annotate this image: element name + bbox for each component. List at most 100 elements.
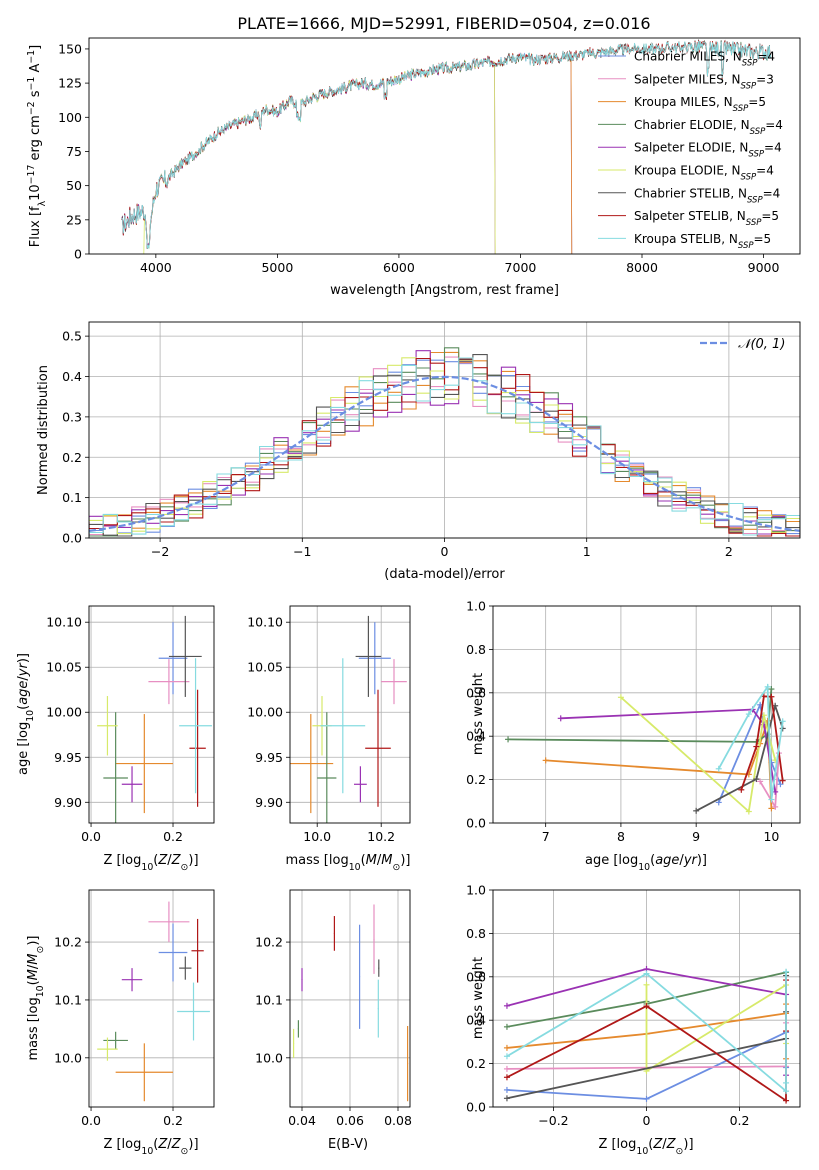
legend-tail: =5 [761,209,779,223]
label-part: ( [16,705,31,710]
label-part: yr [683,853,699,868]
plot-area-residuals [89,347,800,537]
label-part: wavelength [Angstrom, rest frame] [330,283,559,298]
legend-label: Kroupa STELIB, NSSP=5 [634,232,771,251]
x-axis-label: Z [log10(Z/Z⊙)] [598,1137,693,1157]
label-part: ( [361,853,366,868]
data-point [342,725,344,727]
data-point [131,979,133,981]
legend-tail: =5 [754,232,772,246]
data-point [326,777,328,779]
data-point [106,1048,109,1050]
label-part: Z [log [103,1137,141,1152]
legend-label: Chabrier STELIB, NSSP=4 [634,186,780,205]
tick-label-x: 0.0 [81,1113,101,1128]
weight-line [645,983,787,1073]
label-part: Z [log [103,853,141,868]
tick-label-x: 8 [617,829,625,844]
label-part: 10 [349,862,361,873]
tick-label-x: 4000 [140,260,172,275]
tick-label-y: 0.4 [62,369,82,384]
label-part: )] [188,853,198,868]
data-point [197,950,199,952]
plot-area-mass_vs_EBV [293,904,409,1102]
tick-label-y: 9.90 [255,795,283,810]
label-part: A [28,64,43,77]
tick-label-y: 0.2 [466,1056,486,1071]
label-part: ( [153,1137,158,1152]
label-part: age [655,853,679,868]
legend-tail: =5 [748,95,766,109]
data-point [373,938,375,940]
x-axis-label: mass [log10(M/M⊙)] [286,853,411,873]
axes-frame [289,889,411,1108]
axes-frame [88,889,215,1108]
label-part: yr [16,661,31,677]
label-part: E(B-V) [328,1137,368,1152]
label-part: 10 [25,710,36,722]
plot-area-weight_vs_Z [503,965,790,1104]
label-part: Flux [f [28,206,43,247]
tick-label-x: 0.04 [288,1113,316,1128]
axes-age_vs_mass: 10.0 10.2 9.90 9.95 10.00 10.05 10.10 mass [log… [247,605,411,873]
tick-label-y: 0.8 [466,926,486,941]
tick-label-y: 10.0 [255,1050,283,1065]
legend-label: 𝒩(0, 1) [738,337,785,352]
label-part: ⊙ [676,1146,684,1157]
tick-label-x: 10.0 [303,829,331,844]
data-point [377,1008,379,1010]
legend-sub: SSP [750,127,766,137]
tick-label-x: 0.2 [730,1113,750,1128]
label-part: −1 [26,50,37,64]
tick-label-y: 0 [74,247,82,262]
data-point [374,657,376,659]
y-axis-label: mass weight [471,957,486,1039]
tick-label-y: 0.0 [466,1100,486,1115]
weight-line [695,702,784,812]
label-part: mass weight [471,957,486,1039]
data-point [197,747,199,749]
label-part: ( [648,1137,653,1152]
legend-label: Kroupa MILES, NSSP=5 [634,95,766,114]
label-part: ⊙ [181,1146,189,1157]
label-part: ⊙ [393,862,401,873]
data-point [184,655,186,658]
data-point [192,1010,195,1013]
label-part: log [618,853,638,868]
label-part: / [16,676,31,681]
legend-text: Chabrier MILES, N [634,50,742,64]
x-axis-label: Z [log10(Z/Z⊙)] [103,853,198,873]
legend-label: Kroupa ELODIE, NSSP=4 [634,164,774,183]
label-part: age [ [585,853,618,868]
tick-label-y: 0.2 [466,772,486,787]
tick-label-x: 0.0 [81,829,101,844]
legend-label: Salpeter MILES, NSSP=3 [634,72,774,91]
legend-label: Chabrier ELODIE, NSSP=4 [634,118,783,137]
tick-label-y: 10.10 [247,615,283,630]
tick-label-x: 10 [763,829,779,844]
label-part: mass [log [286,853,349,868]
label-part: M [26,954,41,965]
data-point [172,951,174,954]
tick-label-y: 0.2 [62,450,82,465]
tick-label-y: 0.4 [466,729,486,744]
x-axis-label: (data-model)/error [384,567,505,582]
legend-text: Salpeter ELODIE, N [634,141,748,155]
legend-label: Salpeter STELIB, NSSP=5 [634,209,779,228]
axes-mass_vs_Z: 0.0 0.210.010.110.2Z [log10(Z/Z⊙)]mass [l… [26,889,215,1157]
data-point [143,762,145,765]
data-point [359,783,361,785]
legend-sub: SSP [746,218,762,228]
data-point [333,932,335,935]
axes-spectrum: 4000 5000 6000 7000 8000 9000 0 25 50 75 100 125 150… [26,37,801,298]
data-point [301,979,303,981]
tick-label-y: 150 [58,41,82,56]
label-part: λ [37,200,48,206]
label-part: 10 [141,862,153,873]
tick-label-y: 10.1 [54,992,82,1007]
tick-label-y: 125 [58,76,82,91]
x-axis-label: wavelength [Angstrom, rest frame] [330,283,559,298]
spectrum-line [121,57,496,254]
x-axis-label: age [log10(age/yr)] [585,853,707,873]
